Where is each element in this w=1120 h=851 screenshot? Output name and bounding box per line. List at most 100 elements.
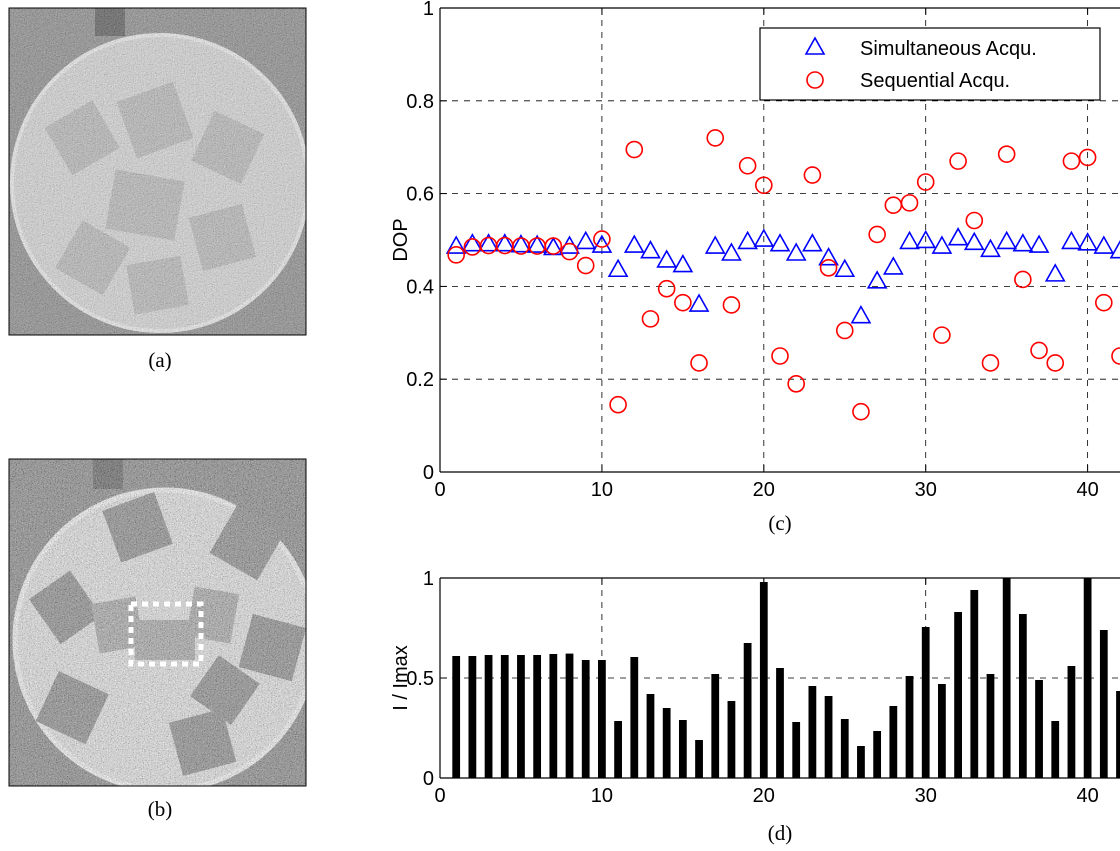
simultaneous-point bbox=[704, 235, 726, 254]
intensity-bar bbox=[759, 582, 768, 778]
intensity-bar bbox=[727, 701, 736, 778]
sequential-point bbox=[1062, 152, 1081, 170]
sequential-point bbox=[1014, 270, 1032, 289]
simultaneous-point bbox=[672, 253, 694, 273]
intensity-bar bbox=[905, 676, 914, 778]
sequential-point bbox=[1046, 354, 1065, 372]
caption-a: (a) bbox=[148, 348, 171, 372]
simultaneous-point bbox=[623, 234, 645, 253]
sequential-point bbox=[771, 347, 789, 365]
simultaneous-point bbox=[721, 242, 742, 261]
intensity-bar bbox=[1116, 691, 1120, 778]
simultaneous-point bbox=[1061, 230, 1082, 250]
intensity-bar bbox=[1018, 614, 1027, 778]
simultaneous-point bbox=[1109, 240, 1120, 259]
simultaneous-point bbox=[802, 233, 823, 252]
sequential-point bbox=[916, 173, 935, 191]
chart-c-ylabel: DOP bbox=[390, 218, 412, 261]
sequential-point bbox=[706, 129, 725, 147]
caption-c: (c) bbox=[768, 511, 791, 535]
sequential-point bbox=[787, 375, 805, 393]
c-xtick-label: 20 bbox=[753, 479, 775, 501]
simultaneous-point bbox=[688, 293, 710, 312]
sequential-point bbox=[609, 395, 627, 414]
simultaneous-point bbox=[494, 233, 516, 252]
intensity-bar bbox=[468, 656, 477, 778]
intensity-bar bbox=[921, 627, 930, 778]
d-ytick-label: 0.5 bbox=[406, 668, 434, 690]
sequential-point bbox=[819, 259, 838, 277]
chart-dop: 0 10 20 30 40 0 0.2 0.4 0.6 0.8 1 DOP Simultaneou… bbox=[390, 0, 1120, 535]
intensity-bar bbox=[646, 694, 655, 778]
sequential-point bbox=[738, 156, 757, 175]
simultaneous-point bbox=[963, 231, 985, 251]
intensity-bar bbox=[970, 590, 979, 778]
sequential-point bbox=[593, 230, 611, 248]
intensity-bar bbox=[1051, 721, 1060, 778]
sequential-point bbox=[997, 145, 1016, 163]
intensity-bar bbox=[517, 655, 525, 778]
intensity-bar bbox=[565, 653, 574, 778]
simultaneous-point bbox=[931, 235, 953, 254]
intensity-bar bbox=[1083, 578, 1092, 778]
simultaneous-point bbox=[980, 238, 1001, 258]
legend-triangle-marker bbox=[804, 36, 826, 55]
intensity-bar bbox=[614, 721, 622, 778]
c-ytick-label: 0.2 bbox=[406, 369, 434, 391]
chart-c-legend: Simultaneous Acqu. Sequential Acqu. bbox=[759, 27, 1101, 101]
intensity-bar bbox=[938, 684, 946, 778]
chart-c-x-ticks: 0 10 20 30 40 bbox=[434, 8, 1099, 501]
sequential-point bbox=[1078, 148, 1097, 167]
d-xtick-label: 30 bbox=[915, 785, 937, 807]
sequential-point bbox=[722, 296, 741, 314]
simultaneous-point bbox=[1012, 233, 1034, 252]
c-ytick-label: 1 bbox=[423, 0, 434, 20]
simultaneous-point bbox=[996, 230, 1018, 250]
legend-label: Simultaneous Acqu. bbox=[860, 38, 1037, 60]
sequential-point bbox=[933, 326, 951, 344]
simultaneous-point bbox=[1044, 263, 1066, 282]
legend-label: Sequential Acqu. bbox=[860, 70, 1010, 92]
simultaneous-point bbox=[591, 234, 613, 253]
simultaneous-point bbox=[640, 240, 661, 259]
intensity-bar bbox=[452, 656, 461, 778]
intensity-bar bbox=[1002, 578, 1011, 778]
roi-box bbox=[128, 601, 204, 667]
simultaneous-point bbox=[1093, 235, 1115, 254]
simultaneous-point bbox=[850, 305, 872, 324]
intensity-bar bbox=[678, 720, 687, 778]
sequential-point bbox=[835, 321, 854, 340]
sequential-point bbox=[852, 402, 870, 421]
simultaneous-point bbox=[785, 242, 807, 261]
intensity-bar bbox=[549, 654, 558, 778]
sequential-point bbox=[674, 293, 692, 312]
intensity-bar bbox=[1067, 666, 1076, 778]
sequential-point bbox=[803, 166, 822, 184]
intensity-bar bbox=[792, 722, 801, 778]
simultaneous-point bbox=[575, 230, 597, 250]
sequential-point bbox=[690, 354, 708, 372]
intensity-bar bbox=[986, 674, 995, 778]
intensity-bar bbox=[857, 746, 865, 778]
simultaneous-point bbox=[510, 234, 532, 253]
intensity-bar bbox=[873, 731, 882, 778]
simultaneous-point bbox=[769, 233, 791, 252]
chart-intensity: 0 10 20 30 40 00.51 I / Imax (d) bbox=[390, 568, 1120, 845]
intensity-bar bbox=[484, 655, 493, 778]
caption-b: (b) bbox=[148, 797, 173, 821]
intensity-bar bbox=[824, 696, 833, 778]
d-xtick-label: 40 bbox=[1076, 785, 1098, 807]
image-b-frame bbox=[8, 458, 307, 787]
sequential-point bbox=[544, 237, 563, 255]
sequential-point bbox=[657, 279, 676, 298]
intensity-bar bbox=[695, 740, 703, 778]
c-ytick-label: 0.4 bbox=[406, 276, 434, 298]
sequential-point bbox=[447, 246, 465, 264]
intensity-bar bbox=[533, 655, 542, 778]
simultaneous-point bbox=[915, 229, 937, 249]
intensity-bar bbox=[840, 719, 849, 778]
c-xtick-label: 40 bbox=[1076, 479, 1098, 501]
intensity-bar bbox=[500, 655, 509, 778]
intensity-bar bbox=[889, 706, 898, 778]
